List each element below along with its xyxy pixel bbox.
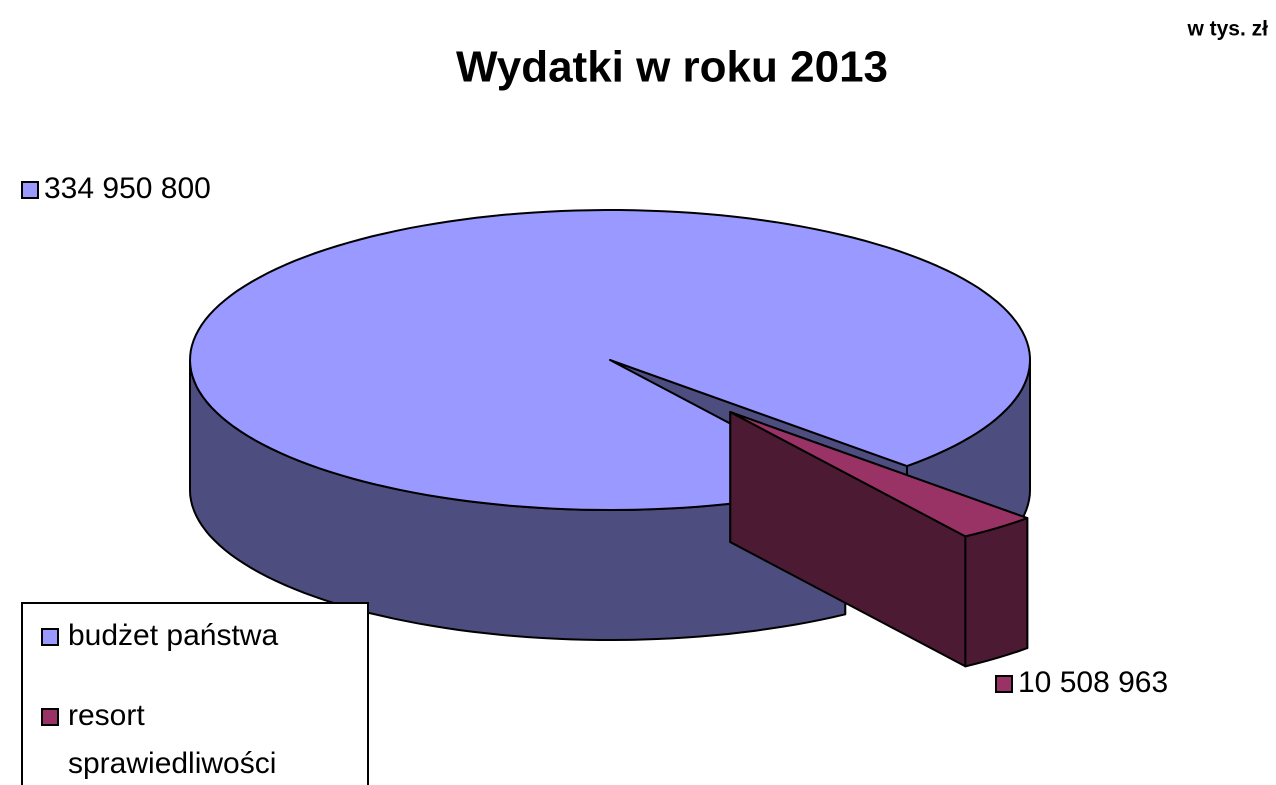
value-label-key (21, 181, 39, 199)
unit-label: w tys. zł (1186, 18, 1268, 41)
pie-slice (729, 411, 1029, 668)
legend-key (41, 708, 59, 726)
value-label-key (995, 675, 1013, 693)
value-label: 334 950 800 (44, 172, 211, 205)
legend-label: budżet państwa (68, 619, 278, 652)
slice-top (729, 411, 1029, 538)
legend-label: resort sprawiedliwości (68, 699, 276, 780)
legend-box (21, 602, 369, 785)
slice-top (189, 209, 1031, 511)
chart-title: Wydatki w roku 2013 (456, 43, 888, 92)
value-label: 10 508 963 (1018, 666, 1168, 699)
legend-key (41, 628, 59, 646)
slice-side (964, 517, 1029, 668)
